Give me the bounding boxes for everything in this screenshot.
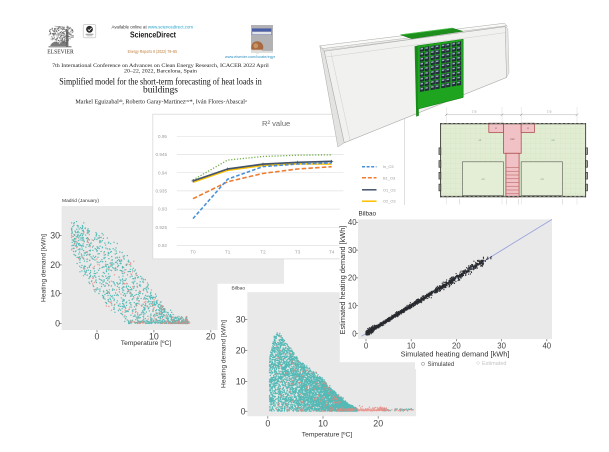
svg-text:0.92: 0.92: [158, 243, 167, 248]
svg-text:0: 0: [241, 406, 246, 416]
svg-text:ELSEVIER: ELSEVIER: [47, 50, 74, 56]
svg-text:0.95: 0.95: [158, 134, 167, 139]
svg-text:30: 30: [497, 342, 506, 351]
svg-text:O1_O3: O1_O3: [383, 187, 396, 192]
svg-text:Available online at www.scienc: Available online at www.sciencedirect.co…: [112, 25, 194, 31]
svg-text:30: 30: [50, 231, 60, 241]
svg-text:o4: o4: [540, 177, 544, 181]
svg-text:0.94: 0.94: [158, 170, 167, 175]
svg-text:Temperature [ºC]: Temperature [ºC]: [302, 432, 353, 439]
svg-text:20: 20: [348, 274, 357, 283]
svg-text:buildings: buildings: [143, 86, 178, 96]
svg-text:40: 40: [542, 342, 551, 351]
svg-text:st: st: [495, 126, 497, 130]
svg-text:In_O3: In_O3: [383, 164, 394, 169]
svg-text:R² value: R² value: [262, 119, 290, 128]
svg-text:0.925: 0.925: [156, 225, 168, 230]
svg-text:T3: T3: [295, 250, 301, 255]
svg-text:20: 20: [236, 345, 246, 355]
svg-text:Bilbao: Bilbao: [232, 285, 246, 291]
svg-text:10: 10: [149, 332, 159, 342]
svg-text:ScienceDirect: ScienceDirect: [130, 30, 176, 39]
svg-text:7.9: 7.9: [547, 110, 552, 114]
svg-text:0: 0: [364, 342, 369, 351]
svg-text:o1: o1: [478, 138, 482, 142]
svg-text:Estimated: Estimated: [482, 361, 506, 367]
svg-text:Bilbao: Bilbao: [359, 210, 377, 217]
svg-text:T0: T0: [190, 250, 196, 255]
svg-text:0.93: 0.93: [158, 207, 167, 212]
svg-text:Energy Reports 8 (2022) 79–85: Energy Reports 8 (2022) 79–85: [128, 49, 178, 54]
svg-text:hall: hall: [510, 137, 515, 141]
svg-text:Temperature [ºC]: Temperature [ºC]: [121, 340, 172, 347]
svg-text:10: 10: [318, 419, 328, 429]
svg-text:T4: T4: [329, 250, 335, 255]
svg-text:10: 10: [236, 377, 246, 387]
svg-text:0: 0: [55, 319, 60, 329]
svg-text:30: 30: [348, 246, 357, 255]
svg-text:20: 20: [50, 260, 60, 270]
svg-text:20: 20: [206, 332, 216, 342]
svg-text:www.elsevier.com/locate/egyr: www.elsevier.com/locate/egyr: [225, 54, 276, 59]
svg-text:10: 10: [50, 288, 60, 298]
svg-text:O2_O3: O2_O3: [383, 199, 396, 204]
svg-text:o2: o2: [551, 138, 555, 142]
svg-text:10: 10: [348, 302, 357, 311]
svg-text:T1: T1: [225, 250, 231, 255]
svg-text:40: 40: [348, 218, 357, 227]
svg-text:Markel Eguizabalᵃᵇ, Roberto Ga: Markel Eguizabalᵃᵇ, Roberto Garay-Martin…: [75, 99, 247, 106]
svg-text:st: st: [527, 126, 529, 130]
svg-text:10: 10: [407, 342, 416, 351]
svg-text:0.935: 0.935: [156, 189, 168, 194]
svg-text:0.945: 0.945: [156, 152, 168, 157]
svg-text:7th International Conference o: 7th International Conference on Advances…: [52, 62, 269, 69]
svg-text:Simulated: Simulated: [428, 362, 455, 368]
svg-text:20: 20: [452, 342, 461, 351]
svg-text:B1_O3: B1_O3: [383, 175, 395, 180]
svg-text:Heating demand [kWh]: Heating demand [kWh]: [41, 234, 48, 302]
svg-text:0: 0: [265, 419, 270, 429]
svg-text:Estimated heating demand [kWh]: Estimated heating demand [kWh]: [338, 226, 347, 335]
svg-text:20: 20: [373, 419, 383, 429]
svg-text:20–22, 2022, Barcelona, Spain: 20–22, 2022, Barcelona, Spain: [124, 69, 197, 75]
svg-text:Madrid (January): Madrid (January): [62, 198, 99, 204]
svg-text:Simulated heating demand [kWh]: Simulated heating demand [kWh]: [401, 349, 510, 358]
svg-text:30: 30: [236, 314, 246, 324]
svg-text:o3: o3: [481, 177, 485, 181]
svg-text:Heating demand [kWh]: Heating demand [kWh]: [221, 320, 228, 388]
svg-text:Simplified model for the short: Simplified model for the short-term fore…: [59, 76, 262, 87]
svg-text:7.9: 7.9: [472, 110, 477, 114]
svg-text:T2: T2: [260, 250, 266, 255]
svg-text:0: 0: [95, 332, 100, 342]
svg-text:0: 0: [352, 329, 357, 338]
